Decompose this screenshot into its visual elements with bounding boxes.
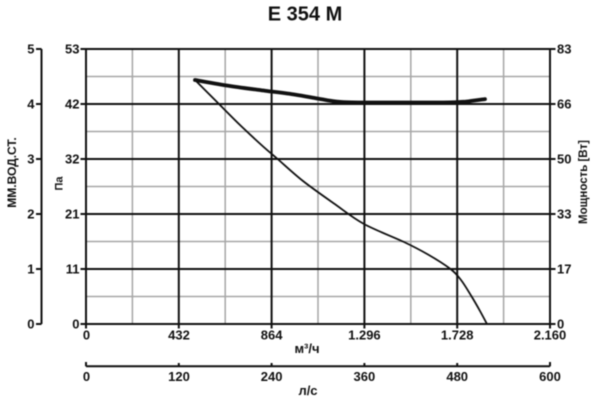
svg-text:480: 480 <box>446 369 468 384</box>
svg-text:3: 3 <box>27 152 34 167</box>
svg-text:0: 0 <box>83 328 90 343</box>
svg-text:л/с: л/с <box>298 383 317 398</box>
svg-text:м³/ч: м³/ч <box>294 341 319 356</box>
svg-text:360: 360 <box>354 369 376 384</box>
svg-text:33: 33 <box>557 207 571 222</box>
svg-text:E 354 M: E 354 M <box>268 4 342 26</box>
svg-text:432: 432 <box>168 328 190 343</box>
svg-text:66: 66 <box>557 97 571 112</box>
svg-text:Мощность [Вт]: Мощность [Вт] <box>578 140 590 224</box>
svg-text:600: 600 <box>539 369 561 384</box>
svg-text:42: 42 <box>65 97 79 112</box>
svg-text:4: 4 <box>27 97 35 112</box>
svg-text:32: 32 <box>65 152 79 167</box>
svg-text:864: 864 <box>261 328 283 343</box>
svg-text:2: 2 <box>27 207 34 222</box>
svg-text:83: 83 <box>557 42 571 57</box>
svg-text:21: 21 <box>65 207 79 222</box>
svg-text:11: 11 <box>66 262 80 277</box>
svg-text:2.160: 2.160 <box>534 328 567 343</box>
svg-text:53: 53 <box>65 42 79 57</box>
svg-text:ММ.ВОД.СТ.: ММ.ВОД.СТ. <box>5 137 19 207</box>
svg-text:120: 120 <box>168 369 190 384</box>
svg-text:5: 5 <box>27 42 34 57</box>
svg-text:1.728: 1.728 <box>441 328 474 343</box>
svg-text:17: 17 <box>557 262 571 277</box>
svg-text:Па: Па <box>54 176 66 191</box>
svg-text:240: 240 <box>261 369 283 384</box>
svg-text:1.296: 1.296 <box>348 328 381 343</box>
svg-text:0: 0 <box>72 317 79 332</box>
svg-text:0: 0 <box>83 369 90 384</box>
svg-text:50: 50 <box>557 152 571 167</box>
svg-text:1: 1 <box>27 262 34 277</box>
svg-text:0: 0 <box>557 317 564 332</box>
svg-text:0: 0 <box>27 317 34 332</box>
